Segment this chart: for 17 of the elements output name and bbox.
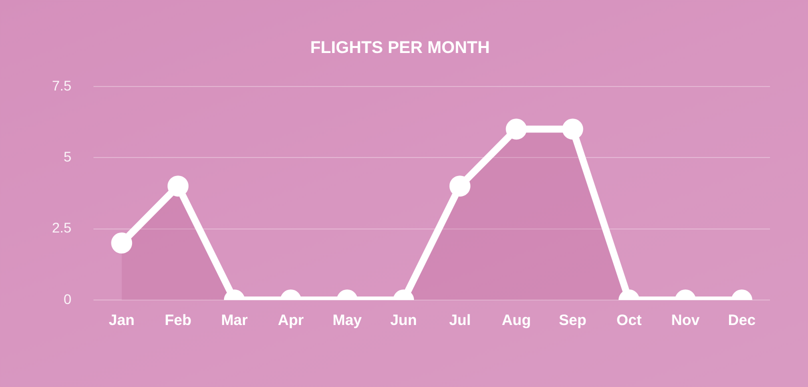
x-tick-label: Nov — [671, 312, 700, 330]
x-tick-label: Aug — [502, 312, 531, 330]
y-tick-label: 0 — [64, 290, 72, 307]
y-tick-label: 2.5 — [52, 220, 72, 236]
x-tick-label: Apr — [278, 312, 304, 330]
x-tick-label: Sep — [558, 312, 586, 330]
x-tick-label: Jul — [449, 312, 471, 330]
x-tick-label: Dec — [728, 312, 756, 330]
y-tick-label: 5 — [64, 148, 72, 164]
y-tick-label: 7.5 — [52, 77, 72, 94]
x-tick-label: Jan — [108, 312, 135, 330]
x-tick-label: Mar — [221, 312, 248, 330]
x-tick-label: Oct — [616, 312, 642, 330]
x-tick-label: May — [332, 312, 362, 330]
chart-title: FLIGHTS PER MONTH — [310, 38, 490, 57]
x-tick-label: Feb — [164, 312, 192, 330]
x-tick-label: Jun — [390, 312, 417, 330]
